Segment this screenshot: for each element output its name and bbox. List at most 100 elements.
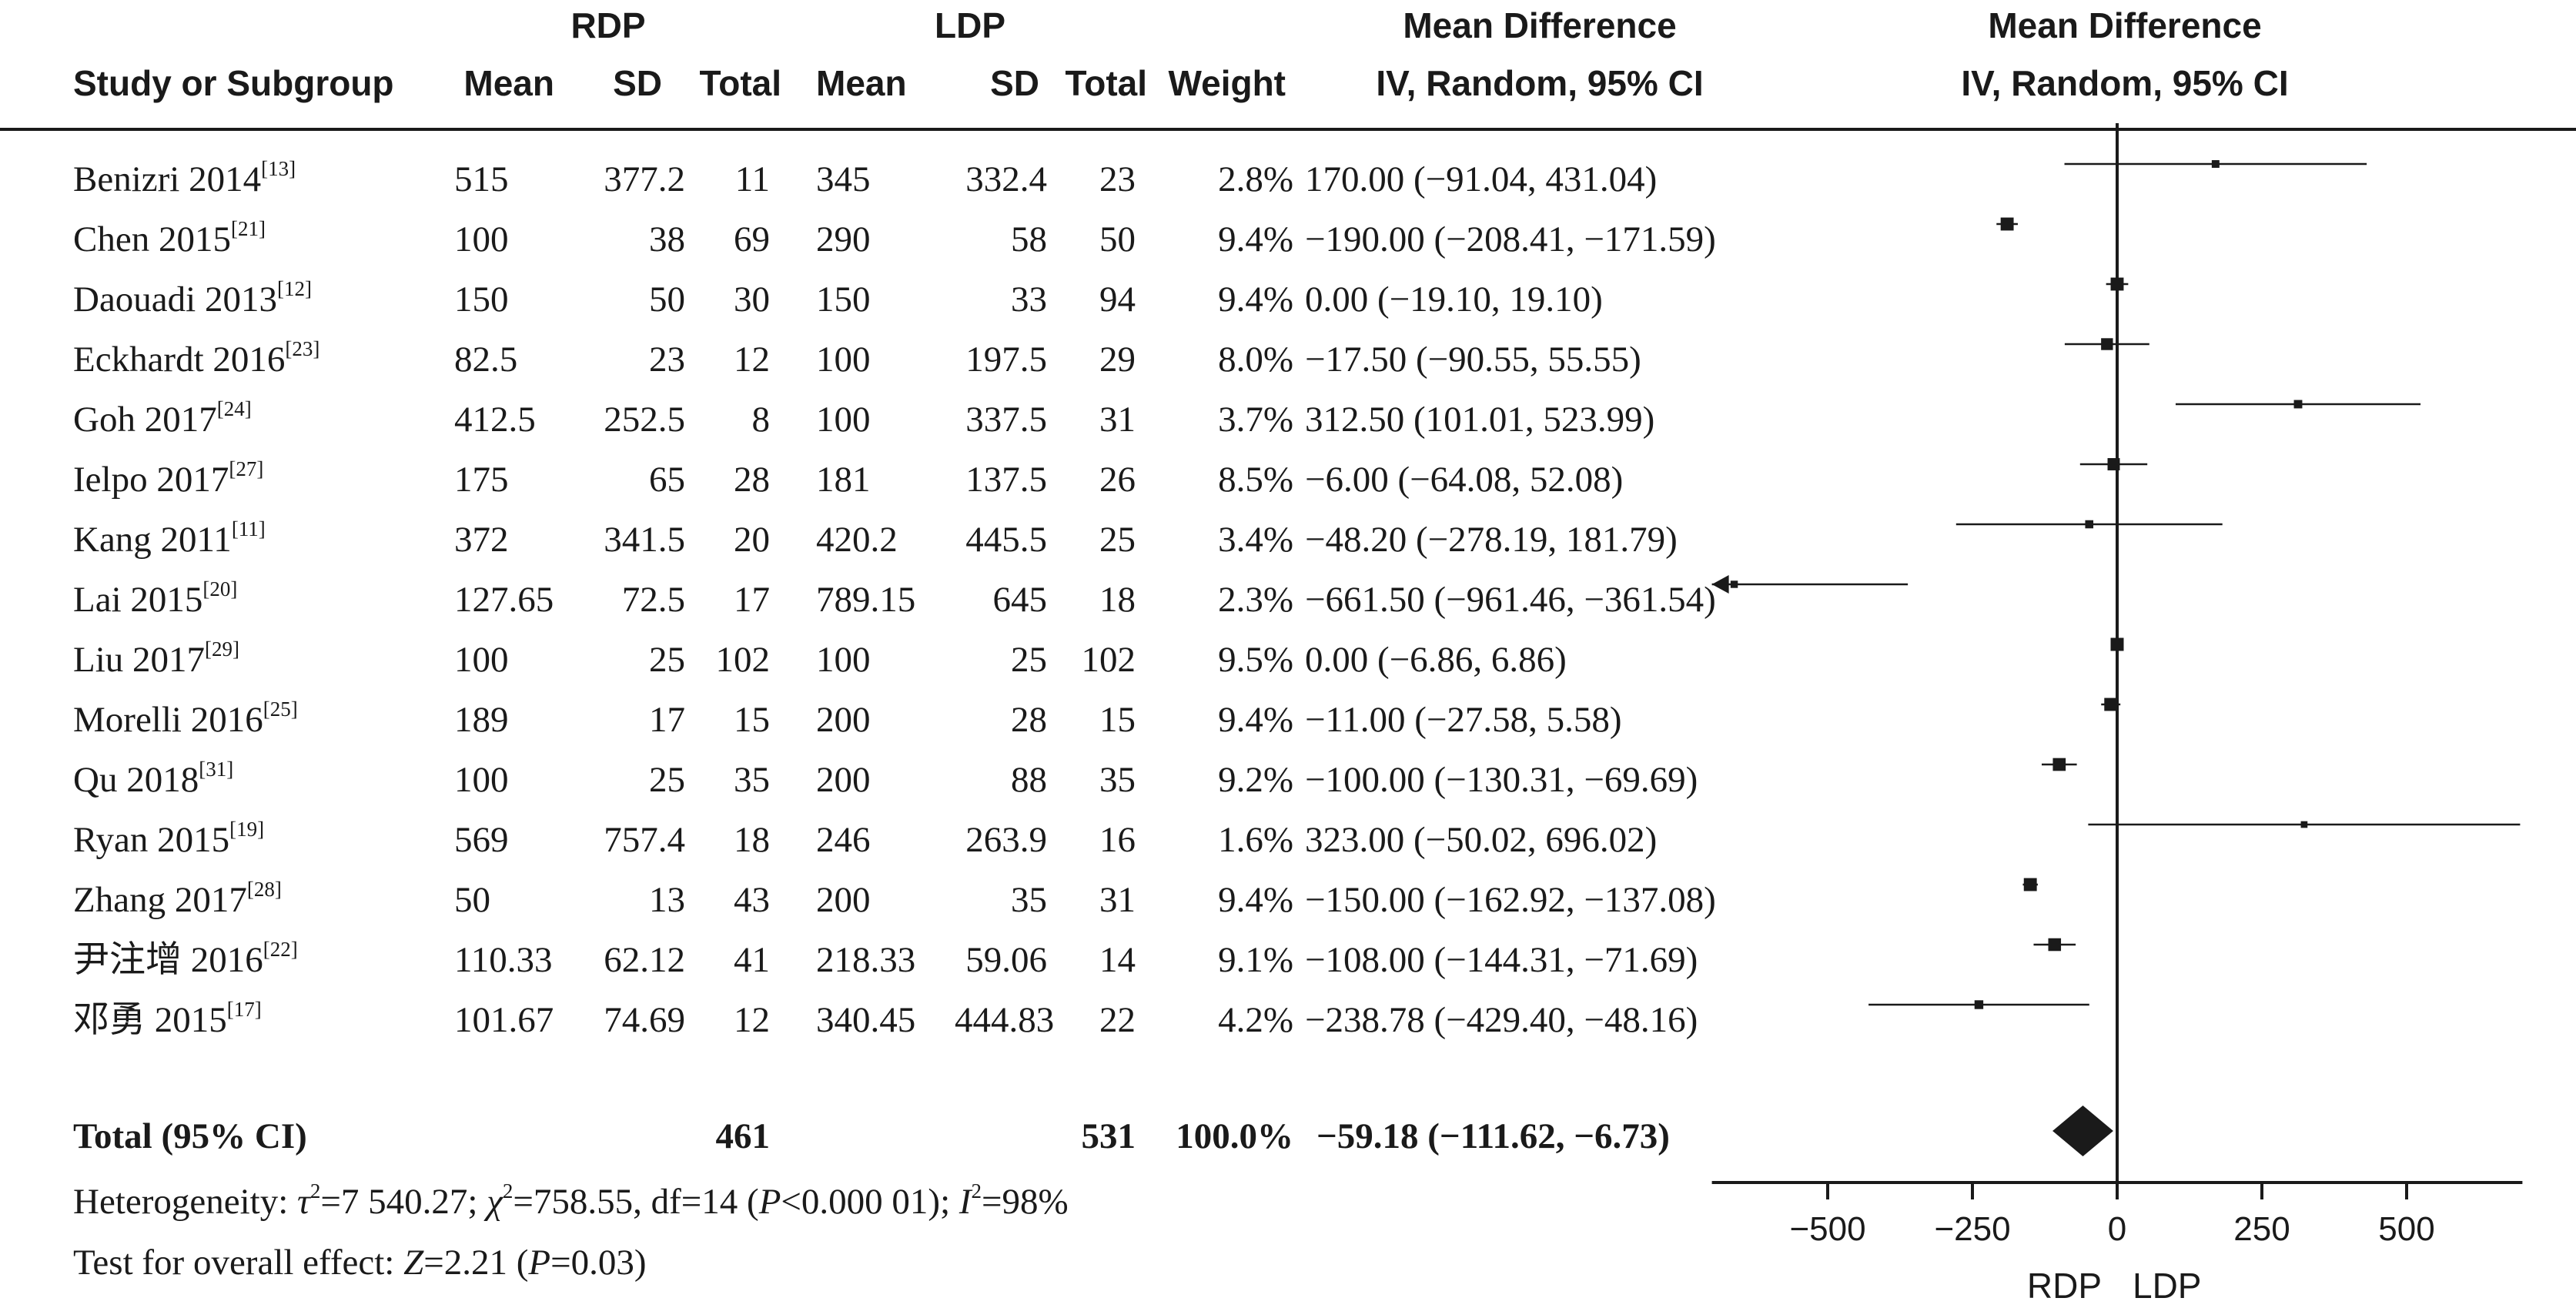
ldp-total: 14 — [1099, 940, 1136, 980]
md-ci: 170.00 (−91.04, 431.04) — [1305, 159, 1658, 199]
md-ci: −661.50 (−961.46, −361.54) — [1305, 580, 1716, 620]
ldp-sd: 35 — [1011, 880, 1047, 920]
ldp-mean: 100 — [816, 640, 871, 680]
weight: 4.2% — [1218, 1000, 1293, 1040]
rdp-mean: 372 — [454, 520, 509, 560]
rdp-total: 12 — [734, 1000, 770, 1040]
point-estimate-square — [2052, 758, 2066, 771]
weight: 9.4% — [1218, 700, 1293, 740]
rdp-mean: 110.33 — [454, 940, 553, 980]
plot-header-title: Mean Difference — [1988, 5, 2262, 45]
x-tick-label: 500 — [2378, 1210, 2434, 1248]
ldp-mean: 200 — [816, 700, 871, 740]
rdp-sd: 25 — [649, 640, 685, 680]
ldp-sd: 645 — [992, 580, 1048, 620]
point-estimate-square — [2000, 217, 2014, 231]
rdp-mean: 515 — [454, 159, 509, 199]
ldp-sd: 337.5 — [965, 400, 1047, 440]
ldp-sd: 88 — [1011, 760, 1047, 800]
ldp-sd: 445.5 — [965, 520, 1047, 560]
rdp-sd: 13 — [649, 880, 685, 920]
col-header-rdp-total: Total — [699, 63, 781, 103]
rdp-sd: 377.2 — [604, 159, 685, 199]
x-tick-label: 250 — [2233, 1210, 2290, 1248]
rdp-mean: 100 — [454, 760, 509, 800]
col-header-study: Study or Subgroup — [73, 63, 394, 103]
md-ci: −6.00 (−64.08, 52.08) — [1305, 460, 1624, 500]
point-estimate-square — [2110, 637, 2124, 651]
rdp-mean: 100 — [454, 640, 509, 680]
plot-header-method: IV, Random, 95% CI — [1961, 63, 2289, 103]
ldp-total: 25 — [1099, 520, 1136, 560]
ldp-mean: 200 — [816, 880, 871, 920]
weight: 9.2% — [1218, 760, 1293, 800]
point-estimate-square — [2101, 338, 2113, 350]
rdp-sd: 252.5 — [604, 400, 685, 440]
rdp-sd: 72.5 — [621, 580, 685, 620]
rdp-total: 30 — [734, 279, 770, 319]
weight: 9.4% — [1218, 219, 1293, 259]
study-name: Qu 2018[31] — [73, 758, 234, 800]
md-ci: 0.00 (−6.86, 6.86) — [1305, 640, 1567, 680]
col-header-weight: Weight — [1168, 63, 1286, 103]
point-estimate-square — [2085, 520, 2094, 529]
study-name: Ryan 2015[19] — [73, 818, 265, 860]
rdp-sd: 62.12 — [604, 940, 685, 980]
ldp-total: 35 — [1099, 760, 1136, 800]
total-ldp-n: 531 — [1081, 1116, 1136, 1156]
x-tick-label: −500 — [1789, 1210, 1865, 1248]
ldp-mean: 181 — [816, 460, 871, 500]
ldp-total: 18 — [1099, 580, 1136, 620]
group-header-ldp: LDP — [935, 5, 1005, 45]
study-name: Chen 2015[21] — [73, 217, 266, 259]
md-ci: −190.00 (−208.41, −171.59) — [1305, 219, 1716, 259]
point-estimate-square — [1974, 1000, 1984, 1009]
md-ci: −150.00 (−162.92, −137.08) — [1305, 880, 1716, 920]
study-name: Benizri 2014[13] — [73, 157, 296, 199]
md-header-title: Mean Difference — [1403, 5, 1677, 45]
total-rdp-n: 461 — [715, 1116, 771, 1156]
pooled-diamond — [2052, 1106, 2113, 1156]
ldp-sd: 332.4 — [965, 159, 1047, 199]
point-estimate-square — [1730, 580, 1738, 588]
ldp-sd: 137.5 — [965, 460, 1047, 500]
rdp-total: 17 — [734, 580, 770, 620]
ldp-mean: 200 — [816, 760, 871, 800]
ldp-mean: 246 — [816, 820, 871, 860]
md-ci: 312.50 (101.01, 523.99) — [1305, 400, 1655, 440]
point-estimate-square — [2104, 697, 2118, 711]
ldp-mean: 100 — [816, 400, 871, 440]
rdp-mean: 50 — [454, 880, 490, 920]
weight: 8.5% — [1218, 460, 1293, 500]
rdp-total: 18 — [734, 820, 770, 860]
ldp-sd: 263.9 — [965, 820, 1047, 860]
weight: 9.4% — [1218, 279, 1293, 319]
rdp-sd: 38 — [649, 219, 685, 259]
rdp-mean: 189 — [454, 700, 509, 740]
rdp-total: 28 — [734, 460, 770, 500]
group-header-rdp: RDP — [570, 5, 646, 45]
ldp-mean: 290 — [816, 219, 871, 259]
ldp-sd: 197.5 — [965, 340, 1047, 380]
col-header-ldp-sd: SD — [990, 63, 1039, 103]
ldp-sd: 33 — [1011, 279, 1047, 319]
ldp-total: 94 — [1099, 279, 1136, 319]
col-header-ldp-mean: Mean — [816, 63, 907, 103]
ldp-mean: 345 — [816, 159, 871, 199]
total-label: Total (95% CI) — [73, 1116, 307, 1156]
rdp-sd: 341.5 — [604, 520, 685, 560]
ldp-total: 26 — [1099, 460, 1136, 500]
point-estimate-square — [2293, 400, 2303, 409]
point-estimate-square — [2023, 878, 2037, 892]
md-ci: 0.00 (−19.10, 19.10) — [1305, 279, 1603, 319]
point-estimate-square — [2110, 277, 2124, 291]
ldp-mean: 340.45 — [816, 1000, 916, 1040]
point-estimate-square — [2107, 458, 2120, 470]
md-header-method: IV, Random, 95% CI — [1376, 63, 1704, 103]
study-name: Morelli 2016[25] — [73, 697, 298, 740]
md-ci: −238.78 (−429.40, −48.16) — [1305, 1000, 1698, 1040]
rdp-mean: 412.5 — [454, 400, 536, 440]
study-name: Daouadi 2013[12] — [73, 277, 312, 319]
header-rule — [0, 128, 2576, 131]
ldp-total: 31 — [1099, 400, 1136, 440]
